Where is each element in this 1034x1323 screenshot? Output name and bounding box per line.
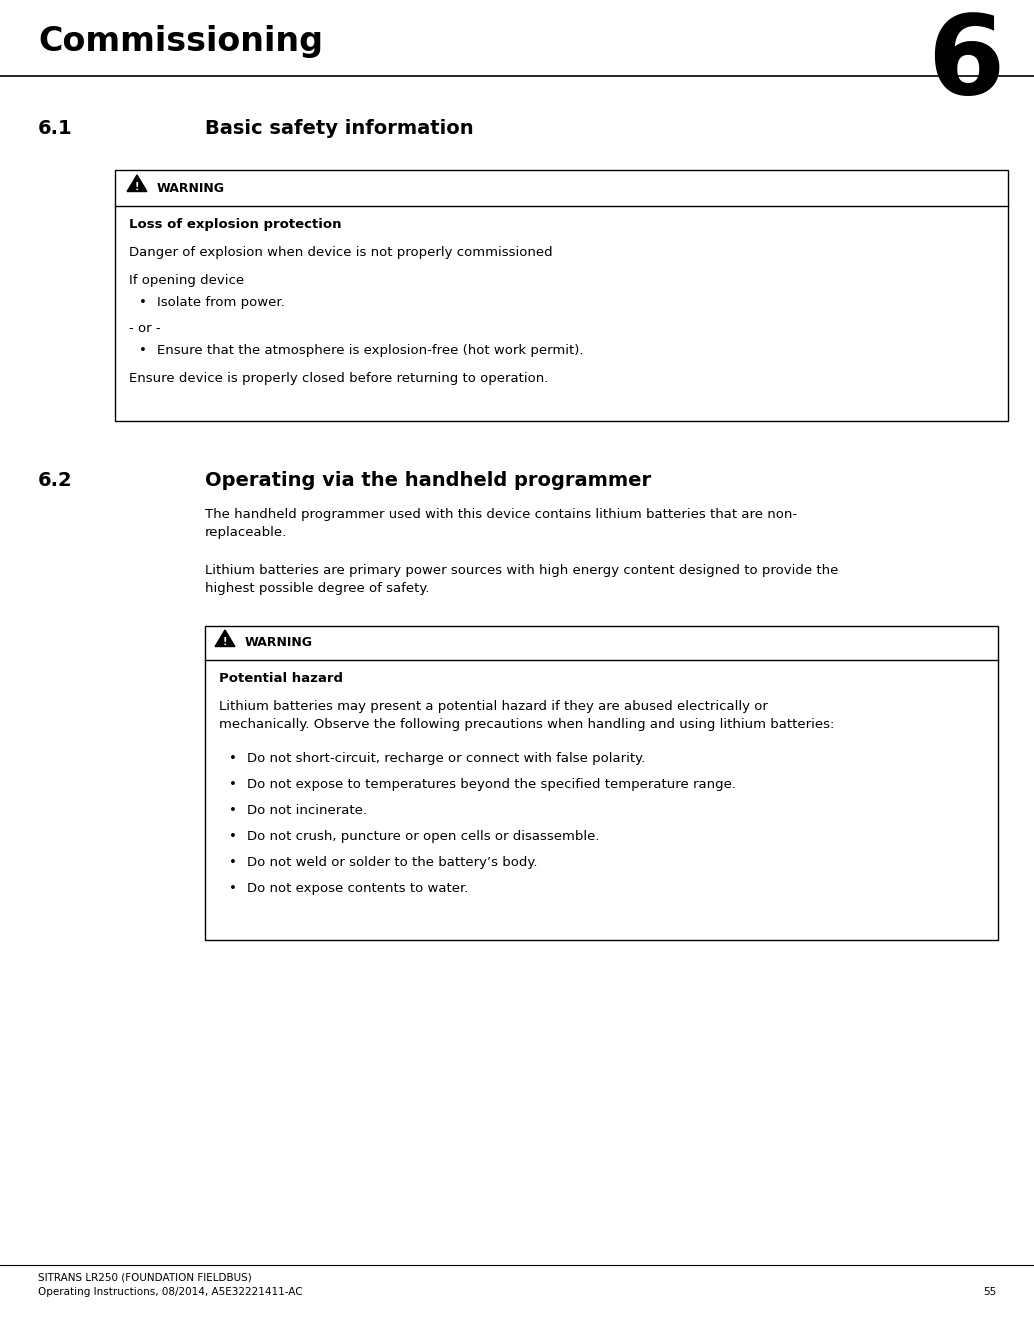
Text: Do not crush, puncture or open cells or disassemble.: Do not crush, puncture or open cells or … bbox=[247, 830, 600, 843]
Text: WARNING: WARNING bbox=[157, 181, 225, 194]
Text: Operating via the handheld programmer: Operating via the handheld programmer bbox=[205, 471, 651, 490]
Text: The handheld programmer used with this device contains lithium batteries that ar: The handheld programmer used with this d… bbox=[205, 508, 797, 538]
Text: •: • bbox=[139, 296, 147, 310]
Text: SITRANS LR250 (FOUNDATION FIELDBUS): SITRANS LR250 (FOUNDATION FIELDBUS) bbox=[38, 1273, 251, 1283]
Text: •: • bbox=[229, 778, 237, 791]
Text: Do not incinerate.: Do not incinerate. bbox=[247, 804, 367, 818]
Text: Do not expose to temperatures beyond the specified temperature range.: Do not expose to temperatures beyond the… bbox=[247, 778, 736, 791]
Text: Do not weld or solder to the battery’s body.: Do not weld or solder to the battery’s b… bbox=[247, 856, 538, 869]
Text: WARNING: WARNING bbox=[245, 636, 313, 650]
Text: Do not short-circuit, recharge or connect with false polarity.: Do not short-circuit, recharge or connec… bbox=[247, 751, 645, 765]
Text: Lithium batteries are primary power sources with high energy content designed to: Lithium batteries are primary power sour… bbox=[205, 564, 839, 595]
Polygon shape bbox=[127, 175, 147, 192]
Text: 6.2: 6.2 bbox=[38, 471, 72, 490]
Text: - or -: - or - bbox=[129, 321, 160, 335]
Text: Isolate from power.: Isolate from power. bbox=[157, 296, 284, 310]
Text: 55: 55 bbox=[982, 1287, 996, 1297]
Text: Loss of explosion protection: Loss of explosion protection bbox=[129, 218, 341, 232]
Text: •: • bbox=[139, 344, 147, 357]
Text: If opening device: If opening device bbox=[129, 274, 244, 287]
Text: Ensure that the atmosphere is explosion-free (hot work permit).: Ensure that the atmosphere is explosion-… bbox=[157, 344, 583, 357]
Text: •: • bbox=[229, 830, 237, 843]
Polygon shape bbox=[215, 630, 235, 647]
Text: Operating Instructions, 08/2014, A5E32221411-AC: Operating Instructions, 08/2014, A5E3222… bbox=[38, 1287, 303, 1297]
Text: •: • bbox=[229, 804, 237, 818]
Text: Lithium batteries may present a potential hazard if they are abused electrically: Lithium batteries may present a potentia… bbox=[219, 700, 834, 732]
Text: •: • bbox=[229, 856, 237, 869]
Text: Basic safety information: Basic safety information bbox=[205, 119, 474, 138]
Text: Potential hazard: Potential hazard bbox=[219, 672, 343, 685]
Text: 6.1: 6.1 bbox=[38, 119, 72, 138]
Text: 6: 6 bbox=[926, 11, 1004, 116]
Text: Commissioning: Commissioning bbox=[38, 25, 323, 58]
Text: !: ! bbox=[222, 638, 227, 647]
Text: Danger of explosion when device is not properly commissioned: Danger of explosion when device is not p… bbox=[129, 246, 552, 259]
Text: Do not expose contents to water.: Do not expose contents to water. bbox=[247, 882, 468, 894]
Text: •: • bbox=[229, 882, 237, 894]
Bar bbox=[205, 626, 998, 941]
Text: •: • bbox=[229, 751, 237, 765]
Bar bbox=[115, 169, 1008, 421]
Text: Ensure device is properly closed before returning to operation.: Ensure device is properly closed before … bbox=[129, 372, 548, 385]
Text: !: ! bbox=[134, 183, 140, 192]
